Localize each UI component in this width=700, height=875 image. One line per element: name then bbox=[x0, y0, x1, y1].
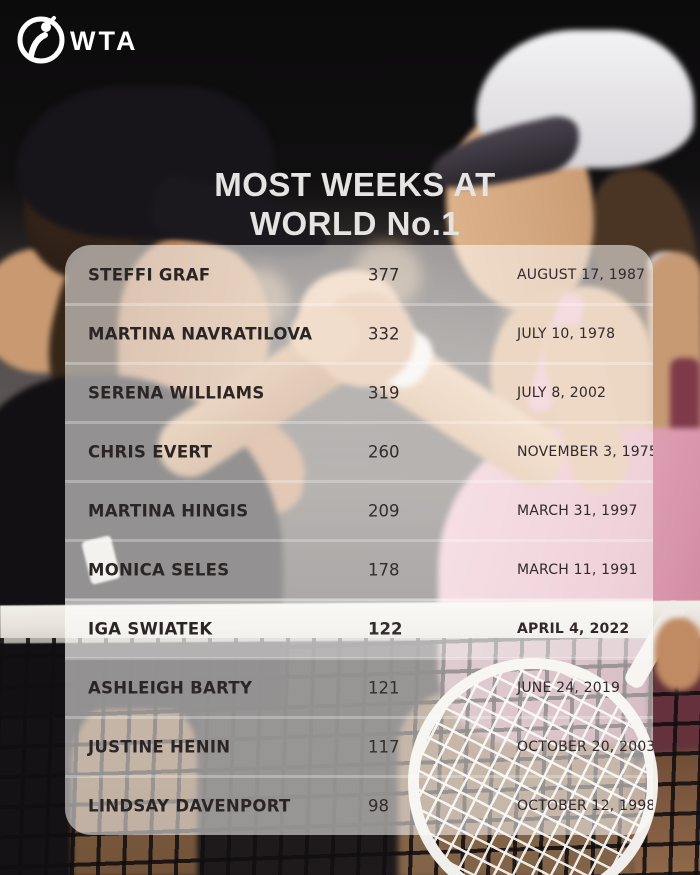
table-row: CHRIS EVERT 260 NOVEMBER 3, 1975 bbox=[65, 421, 653, 481]
player-name: CHRIS EVERT bbox=[88, 442, 213, 461]
logo-racquet-icon bbox=[43, 16, 56, 29]
table-row: ASHLEIGH BARTY 121 JUNE 24, 2019 bbox=[65, 657, 653, 717]
stats-panel: STEFFI GRAF 377 AUGUST 17, 1987 MARTINA NAV… bbox=[65, 245, 653, 835]
table-row: MARTINA NAVRATILOVA 332 JULY 10, 1978 bbox=[65, 303, 653, 363]
player-name: MARTINA HINGIS bbox=[88, 501, 249, 520]
weeks-count: 178 bbox=[368, 560, 400, 579]
player-name: MONICA SELES bbox=[88, 560, 230, 579]
title-line-2: WORLD No.1 bbox=[249, 204, 461, 242]
date-reached: JULY 8, 2002 bbox=[517, 384, 607, 401]
table-row: LINDSAY DAVENPORT 98 OCTOBER 12, 1998 bbox=[65, 775, 653, 835]
player-name: LINDSAY DAVENPORT bbox=[88, 796, 291, 815]
weeks-count: 98 bbox=[368, 796, 389, 815]
weeks-count: 209 bbox=[368, 501, 400, 520]
weeks-count: 332 bbox=[368, 324, 400, 343]
table-row: SERENA WILLIAMS 319 JULY 8, 2002 bbox=[65, 362, 653, 422]
weeks-count: 319 bbox=[368, 383, 400, 402]
player-name: JUSTINE HENIN bbox=[88, 737, 231, 756]
weeks-count: 121 bbox=[368, 678, 400, 697]
weeks-count: 260 bbox=[368, 442, 400, 461]
logo-player-body-icon bbox=[28, 32, 48, 59]
player-name: ASHLEIGH BARTY bbox=[88, 678, 253, 697]
table-row: MARTINA HINGIS 209 MARCH 31, 1997 bbox=[65, 480, 653, 540]
title-line-1: MOST WEEKS AT bbox=[214, 166, 496, 203]
table-row: STEFFI GRAF 377 AUGUST 17, 1987 bbox=[65, 245, 653, 304]
logo-wordmark: WTA bbox=[70, 26, 138, 56]
date-reached: JUNE 24, 2019 bbox=[517, 679, 621, 696]
weeks-count: 377 bbox=[368, 265, 400, 284]
date-reached: NOVEMBER 3, 1975 bbox=[517, 443, 653, 460]
date-reached: JULY 10, 1978 bbox=[517, 325, 616, 342]
page-title: MOST WEEKS AT WORLD No.1 bbox=[155, 166, 555, 244]
player-name: IGA SWIATEK bbox=[88, 619, 213, 638]
date-reached: MARCH 31, 1997 bbox=[517, 502, 638, 519]
player-name: MARTINA NAVRATILOVA bbox=[88, 324, 313, 343]
table-row: IGA SWIATEK 122 APRIL 4, 2022 bbox=[65, 598, 653, 658]
weeks-count: 117 bbox=[368, 737, 400, 756]
player-right-hand bbox=[654, 618, 700, 690]
date-reached: OCTOBER 20, 2003 bbox=[517, 738, 653, 755]
weeks-count: 122 bbox=[368, 619, 403, 638]
table-row: MONICA SELES 178 MARCH 11, 1991 bbox=[65, 539, 653, 599]
logo-ball-icon bbox=[17, 16, 65, 64]
table-row: JUSTINE HENIN 117 OCTOBER 20, 2003 bbox=[65, 716, 653, 776]
player-name: STEFFI GRAF bbox=[88, 265, 211, 284]
date-reached: APRIL 4, 2022 bbox=[517, 620, 630, 637]
date-reached: OCTOBER 12, 1998 bbox=[517, 797, 653, 814]
player-name: SERENA WILLIAMS bbox=[88, 383, 265, 402]
date-reached: AUGUST 17, 1987 bbox=[517, 266, 646, 283]
date-reached: MARCH 11, 1991 bbox=[517, 561, 638, 578]
wta-logo: WTA bbox=[17, 16, 138, 64]
